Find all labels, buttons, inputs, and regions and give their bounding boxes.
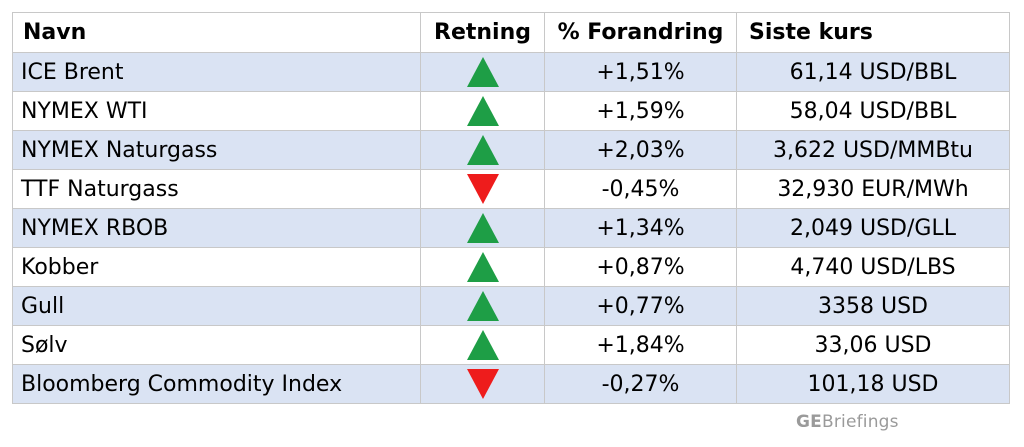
triangle-up-icon xyxy=(466,57,499,87)
triangle-up-icon xyxy=(466,96,499,126)
table-row: Gull +0,77% 3358 USD xyxy=(12,286,1010,326)
brand-prefix: GE xyxy=(796,412,822,432)
direction-cell xyxy=(420,364,545,404)
table-row: Sølv +1,84% 33,06 USD xyxy=(12,325,1010,365)
last-price: 33,06 USD xyxy=(736,325,1010,365)
commodity-name: Sølv xyxy=(12,325,421,365)
header-direction: Retning xyxy=(420,12,545,53)
change-percent: +2,03% xyxy=(544,130,737,170)
change-percent: -0,27% xyxy=(544,364,737,404)
change-percent: +1,59% xyxy=(544,91,737,131)
commodity-name: Gull xyxy=(12,286,421,326)
change-percent: -0,45% xyxy=(544,169,737,209)
commodity-table: Navn Retning % Forandring Siste kurs ICE… xyxy=(12,12,1010,404)
triangle-up-icon xyxy=(466,135,499,165)
last-price: 2,049 USD/GLL xyxy=(736,208,1010,248)
last-price: 61,14 USD/BBL xyxy=(736,52,1010,92)
direction-cell xyxy=(420,208,545,248)
change-percent: +0,87% xyxy=(544,247,737,287)
header-name: Navn xyxy=(12,12,421,53)
table-row: NYMEX Naturgass +2,03% 3,622 USD/MMBtu xyxy=(12,130,1010,170)
brand-logo: GEBriefings xyxy=(796,412,899,432)
commodity-name: ICE Brent xyxy=(12,52,421,92)
direction-cell xyxy=(420,130,545,170)
direction-cell xyxy=(420,169,545,209)
triangle-up-icon xyxy=(466,291,499,321)
table-row: ICE Brent +1,51% 61,14 USD/BBL xyxy=(12,52,1010,92)
direction-cell xyxy=(420,325,545,365)
commodity-name: NYMEX Naturgass xyxy=(12,130,421,170)
commodity-name: NYMEX RBOB xyxy=(12,208,421,248)
change-percent: +1,84% xyxy=(544,325,737,365)
triangle-up-icon xyxy=(466,213,499,243)
change-percent: +1,34% xyxy=(544,208,737,248)
last-price: 32,930 EUR/MWh xyxy=(736,169,1010,209)
triangle-up-icon xyxy=(466,330,499,360)
last-price: 4,740 USD/LBS xyxy=(736,247,1010,287)
direction-cell xyxy=(420,52,545,92)
commodity-name: Bloomberg Commodity Index xyxy=(12,364,421,404)
header-change: % Forandring xyxy=(544,12,737,53)
change-percent: +1,51% xyxy=(544,52,737,92)
change-percent: +0,77% xyxy=(544,286,737,326)
brand-suffix: Briefings xyxy=(821,412,899,432)
commodity-name: NYMEX WTI xyxy=(12,91,421,131)
last-price: 3358 USD xyxy=(736,286,1010,326)
last-price: 101,18 USD xyxy=(736,364,1010,404)
table-row: NYMEX WTI +1,59% 58,04 USD/BBL xyxy=(12,91,1010,131)
triangle-down-icon xyxy=(466,369,499,399)
table-header-row: Navn Retning % Forandring Siste kurs xyxy=(12,12,1010,53)
commodity-name: Kobber xyxy=(12,247,421,287)
table-row: TTF Naturgass -0,45% 32,930 EUR/MWh xyxy=(12,169,1010,209)
table-row: Bloomberg Commodity Index -0,27% 101,18 US… xyxy=(12,364,1010,404)
last-price: 3,622 USD/MMBtu xyxy=(736,130,1010,170)
direction-cell xyxy=(420,286,545,326)
direction-cell xyxy=(420,247,545,287)
triangle-up-icon xyxy=(466,252,499,282)
table-body: ICE Brent +1,51% 61,14 USD/BBL NYMEX WTI +1,… xyxy=(12,52,1010,404)
last-price: 58,04 USD/BBL xyxy=(736,91,1010,131)
triangle-down-icon xyxy=(466,174,499,204)
direction-cell xyxy=(420,91,545,131)
commodity-name: TTF Naturgass xyxy=(12,169,421,209)
table-row: Kobber +0,87% 4,740 USD/LBS xyxy=(12,247,1010,287)
table-row: NYMEX RBOB +1,34% 2,049 USD/GLL xyxy=(12,208,1010,248)
header-price: Siste kurs xyxy=(736,12,1010,53)
